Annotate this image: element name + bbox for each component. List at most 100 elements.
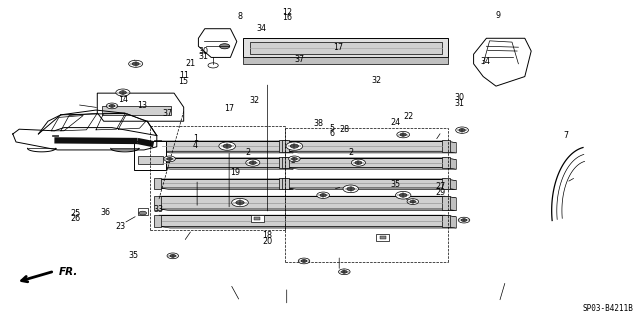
Circle shape bbox=[167, 253, 179, 259]
Text: 34: 34 bbox=[480, 57, 490, 66]
Circle shape bbox=[407, 199, 419, 204]
Text: 37: 37 bbox=[294, 55, 305, 63]
Text: 35: 35 bbox=[128, 251, 138, 260]
Text: 23: 23 bbox=[115, 222, 125, 231]
Bar bbox=[442, 196, 450, 210]
Text: FR.: FR. bbox=[59, 267, 78, 277]
Polygon shape bbox=[474, 38, 531, 86]
Polygon shape bbox=[159, 158, 282, 167]
Polygon shape bbox=[102, 106, 171, 115]
Polygon shape bbox=[445, 196, 456, 211]
Polygon shape bbox=[159, 196, 445, 209]
Polygon shape bbox=[282, 158, 293, 169]
Bar bbox=[442, 214, 450, 227]
Circle shape bbox=[456, 127, 468, 133]
Text: 34: 34 bbox=[256, 24, 266, 33]
Text: 4: 4 bbox=[193, 141, 198, 150]
Text: 11: 11 bbox=[179, 71, 189, 80]
Bar bbox=[138, 208, 148, 215]
Bar bbox=[134, 141, 166, 170]
Text: 6: 6 bbox=[329, 129, 334, 138]
Circle shape bbox=[223, 144, 232, 148]
Circle shape bbox=[246, 159, 260, 166]
Bar bbox=[154, 140, 161, 152]
Circle shape bbox=[208, 63, 218, 68]
Polygon shape bbox=[159, 167, 293, 169]
Circle shape bbox=[129, 60, 143, 67]
Circle shape bbox=[301, 260, 307, 262]
Polygon shape bbox=[445, 215, 456, 228]
Text: 7: 7 bbox=[564, 131, 569, 140]
Text: 15: 15 bbox=[179, 77, 189, 86]
Polygon shape bbox=[250, 42, 442, 54]
Bar bbox=[442, 140, 450, 152]
Circle shape bbox=[320, 194, 326, 197]
Text: 25: 25 bbox=[70, 209, 81, 218]
Text: 3: 3 bbox=[166, 156, 171, 165]
Circle shape bbox=[292, 158, 298, 160]
Circle shape bbox=[400, 133, 406, 136]
Text: 2: 2 bbox=[348, 148, 353, 157]
Circle shape bbox=[167, 158, 173, 160]
Text: 13: 13 bbox=[137, 101, 147, 110]
Text: 24: 24 bbox=[390, 118, 401, 127]
Bar bbox=[279, 140, 287, 152]
Bar bbox=[376, 234, 389, 241]
Text: 17: 17 bbox=[224, 104, 234, 113]
Bar bbox=[154, 196, 161, 210]
Polygon shape bbox=[287, 158, 456, 160]
Circle shape bbox=[461, 219, 467, 221]
Polygon shape bbox=[159, 215, 445, 226]
Bar bbox=[279, 178, 287, 189]
Bar bbox=[282, 178, 289, 189]
Circle shape bbox=[164, 156, 175, 162]
Text: 36: 36 bbox=[100, 208, 111, 217]
Text: 16: 16 bbox=[282, 13, 292, 22]
Polygon shape bbox=[138, 156, 163, 164]
Text: 26: 26 bbox=[70, 214, 81, 223]
Text: 9: 9 bbox=[495, 11, 500, 20]
Polygon shape bbox=[287, 167, 456, 169]
Polygon shape bbox=[287, 151, 456, 153]
Circle shape bbox=[342, 271, 348, 273]
Text: 27: 27 bbox=[435, 182, 445, 191]
Bar bbox=[380, 236, 386, 239]
Circle shape bbox=[397, 131, 410, 138]
Polygon shape bbox=[159, 196, 456, 198]
Polygon shape bbox=[445, 141, 456, 153]
Polygon shape bbox=[287, 158, 445, 167]
Text: 28: 28 bbox=[339, 125, 349, 134]
Text: 30: 30 bbox=[198, 47, 209, 56]
Text: 12: 12 bbox=[282, 8, 292, 17]
Bar bbox=[442, 178, 450, 189]
Circle shape bbox=[289, 156, 300, 162]
Polygon shape bbox=[445, 158, 456, 169]
Text: 31: 31 bbox=[198, 52, 209, 61]
Text: 37: 37 bbox=[163, 109, 173, 118]
Circle shape bbox=[232, 198, 248, 207]
Text: 20: 20 bbox=[262, 237, 273, 246]
Polygon shape bbox=[445, 179, 456, 189]
Text: 2: 2 bbox=[246, 148, 251, 157]
Text: 5: 5 bbox=[329, 124, 334, 133]
Circle shape bbox=[132, 62, 140, 66]
Polygon shape bbox=[159, 141, 293, 143]
Text: 8: 8 bbox=[237, 12, 243, 21]
Circle shape bbox=[298, 258, 310, 264]
Text: 35: 35 bbox=[390, 180, 401, 189]
Text: SP03-B4211B: SP03-B4211B bbox=[583, 304, 634, 313]
Circle shape bbox=[291, 144, 299, 148]
Bar bbox=[154, 157, 161, 168]
Circle shape bbox=[286, 142, 303, 150]
Polygon shape bbox=[159, 188, 293, 189]
Polygon shape bbox=[159, 151, 293, 153]
Bar bbox=[251, 215, 264, 222]
Text: 19: 19 bbox=[230, 168, 241, 177]
Circle shape bbox=[250, 161, 256, 165]
Circle shape bbox=[317, 192, 330, 198]
Polygon shape bbox=[287, 188, 456, 189]
Polygon shape bbox=[159, 179, 293, 181]
Polygon shape bbox=[287, 141, 456, 143]
Bar bbox=[154, 178, 161, 189]
Circle shape bbox=[220, 44, 230, 49]
